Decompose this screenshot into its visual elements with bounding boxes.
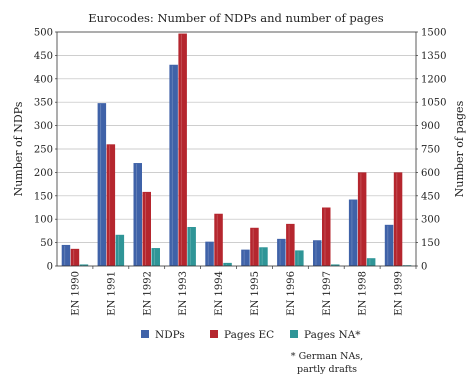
bar-ndps-en-1997 [313,240,322,266]
x-tick-label: EN 1997 [322,271,333,316]
y-axis-right-label: Number of pages [453,100,466,197]
x-tick-label: EN 1996 [286,271,297,316]
x-tick-label: EN 1995 [250,271,261,316]
legend-label: Pages NA* [304,329,361,341]
footnote: * German NAs, partly drafts [291,351,363,375]
y-tick-right: 1350 [421,51,446,62]
footnote-line-1: * German NAs, [291,351,363,362]
bar-pages-na-en-1994 [223,262,232,266]
bar-ndps-en-1996 [277,238,286,266]
y-tick-left: 300 [34,121,53,132]
y-tick-right: 300 [421,215,440,226]
bar-ndps-en-1998 [348,199,358,266]
x-tick-label: EN 1999 [394,271,405,316]
y-tick-right: 0 [421,262,427,273]
bar-pages-ec-en-1994 [214,213,223,266]
legend: NDPs Pages EC Pages NA* [141,329,361,341]
x-tick-label: EN 1991 [106,271,117,316]
y-tick-left: 100 [34,215,53,226]
bar-pages-na-en-1996 [295,250,304,266]
y-tick-right: 1200 [421,74,446,85]
bars [61,33,412,267]
legend-label: NDPs [155,329,185,341]
y-tick-left: 150 [34,191,53,202]
gridlines [57,55,416,243]
x-tick-label: EN 1998 [358,271,369,316]
bar-pages-ec-en-1993 [178,33,187,267]
y-axis-right-ticks: 0 150 300 450 600 750 900 1050 1200 1350 1500 [416,28,446,273]
bar-ndps-en-1995 [241,249,250,266]
x-axis-ticks: EN 1990 EN 1991 EN 1992 EN 1993 EN 1994 EN 19… [70,266,417,316]
bar-pages-ec-en-1995 [250,227,259,266]
bar-pages-na-en-1998 [366,258,376,266]
bar-pages-ec-en-1997 [322,207,331,266]
y-tick-right: 150 [421,238,440,249]
bar-ndps-en-1993 [169,64,178,266]
bar-pages-na-en-1995 [259,247,268,266]
y-tick-right: 1050 [421,98,446,109]
y-tick-right: 450 [421,191,440,202]
y-tick-left: 450 [34,51,53,62]
x-tick-label: EN 1993 [178,271,189,316]
y-tick-left: 500 [34,28,53,39]
bar-ndps-en-1992 [133,163,142,266]
y-axis-left-label: Number of NDPs [12,101,25,196]
bar-pages-ec-en-1990 [70,248,80,266]
bar-pages-ec-en-1998 [357,172,367,266]
legend-swatch [210,330,218,338]
bar-ndps-en-1999 [384,224,394,266]
bar-pages-na-en-1991 [115,234,125,266]
legend-swatch [290,330,298,338]
y-tick-left: 350 [34,98,53,109]
y-tick-left: 0 [47,262,53,273]
legend-swatch [141,330,149,338]
bar-pages-na-en-1997 [331,264,340,266]
bar-pages-na-en-1990 [79,264,89,266]
chart-title: Eurocodes: Number of NDPs and number of … [88,11,384,25]
bar-ndps-en-1990 [61,244,71,266]
bar-pages-ec-en-1992 [142,191,151,266]
bar-pages-ec-en-1999 [393,172,403,266]
legend-label: Pages EC [224,329,274,341]
y-tick-right: 600 [421,168,440,179]
y-tick-right: 750 [421,145,440,156]
footnote-line-2: partly drafts [297,364,357,375]
y-tick-left: 250 [34,145,53,156]
y-tick-left: 50 [40,238,53,249]
bar-pages-na-en-1992 [151,248,160,266]
bar-pages-na-en-1993 [187,227,196,266]
bar-pages-ec-en-1996 [286,223,295,266]
y-axis-left-ticks: 0 50 100 150 200 250 300 350 400 450 500 [34,28,57,273]
bar-ndps-en-1994 [205,241,214,266]
x-tick-label: EN 1990 [70,271,81,316]
x-tick-label: EN 1994 [214,271,225,316]
x-tick-label: EN 1992 [142,271,153,316]
y-tick-left: 400 [34,74,53,85]
bar-ndps-en-1991 [97,103,107,266]
bar-pages-ec-en-1991 [106,144,116,266]
y-tick-right: 1500 [421,28,446,39]
y-tick-left: 200 [34,168,53,179]
y-tick-right: 900 [421,121,440,132]
